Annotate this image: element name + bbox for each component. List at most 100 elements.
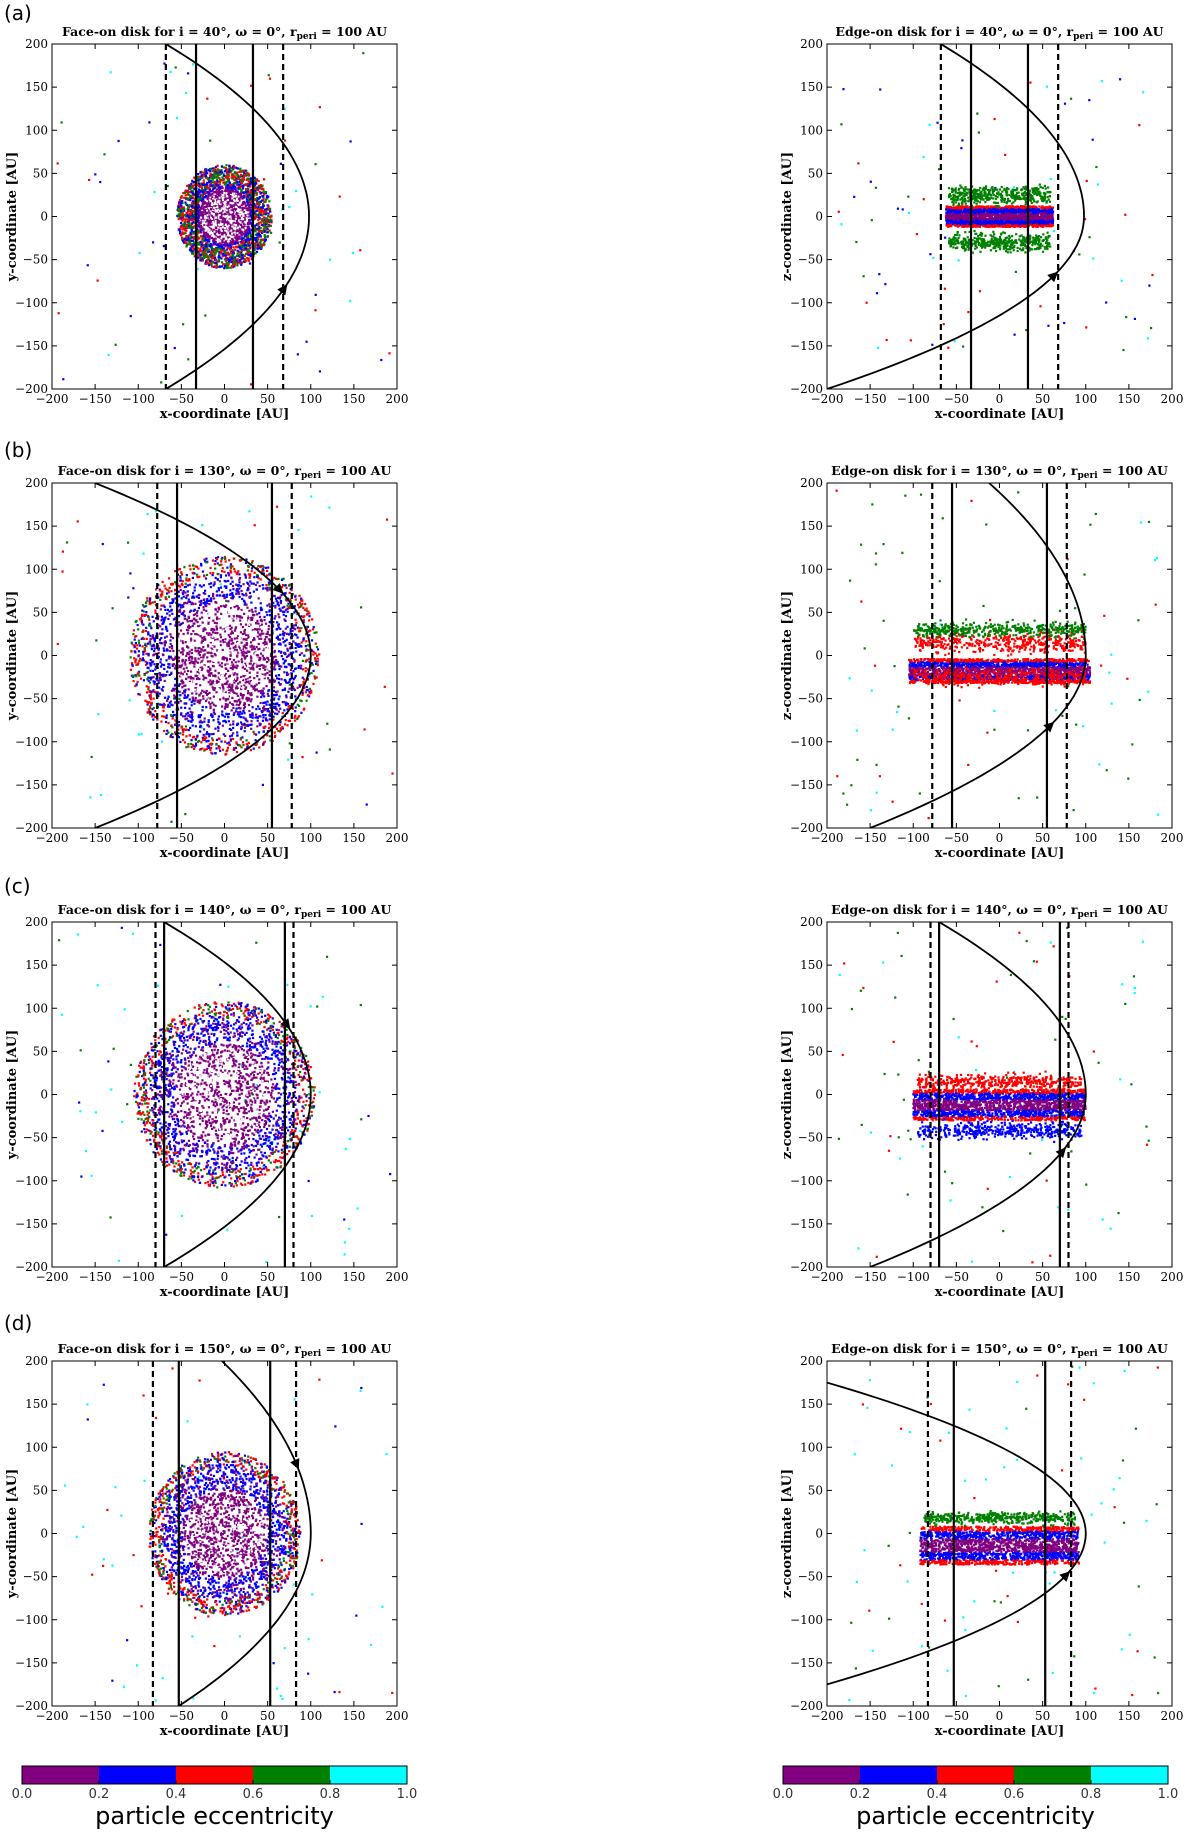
particle-point — [247, 258, 250, 261]
particle-point — [236, 232, 239, 235]
particle-point — [201, 220, 204, 223]
particle-point — [223, 170, 227, 173]
particle-point — [238, 197, 241, 200]
particle-point — [243, 200, 246, 203]
particle-point — [1009, 205, 1012, 208]
particle-point — [950, 207, 954, 210]
particle-point — [225, 221, 228, 224]
particle-point — [205, 185, 209, 188]
particle-point — [981, 222, 985, 225]
particle-point — [201, 259, 204, 262]
particle-point — [205, 200, 208, 203]
particle-point — [138, 251, 141, 255]
particle-point — [236, 167, 240, 170]
particle-point — [200, 256, 203, 260]
particle-point — [1004, 210, 1007, 213]
particle-point — [253, 176, 256, 180]
particle-point — [213, 171, 216, 175]
particle-point — [196, 223, 199, 226]
particle-point — [245, 231, 248, 235]
particle-point — [260, 206, 263, 209]
particle-point — [267, 74, 270, 77]
particle-point — [208, 261, 211, 264]
particle-point — [184, 218, 188, 221]
particle-point — [1031, 223, 1034, 226]
particle-point — [244, 172, 247, 175]
particle-point — [961, 214, 964, 217]
particle-point — [231, 261, 234, 264]
particle-point — [214, 251, 217, 254]
particle-point — [249, 254, 252, 258]
particle-point — [232, 184, 235, 187]
particle-point — [234, 248, 237, 251]
particle-point — [962, 224, 965, 227]
particle-point — [238, 183, 241, 186]
particle-point — [229, 171, 232, 174]
particle-point — [219, 240, 222, 243]
particle-point — [256, 244, 260, 247]
particle-point — [237, 208, 240, 211]
particle-point — [211, 178, 214, 181]
particle-point — [197, 178, 200, 182]
particle-point — [205, 233, 209, 237]
particle-point — [948, 220, 951, 223]
particle-point — [224, 215, 227, 218]
particle-point — [211, 169, 214, 173]
particle-point — [200, 187, 204, 191]
particle-point — [250, 195, 253, 199]
particle-point — [226, 266, 229, 269]
particle-point — [192, 244, 195, 247]
particle-point — [1148, 284, 1151, 287]
particle-point — [235, 177, 238, 180]
particle-point — [188, 212, 191, 216]
particle-point — [225, 168, 228, 171]
particle-point — [928, 123, 931, 126]
particle-point — [244, 259, 247, 263]
particle-point — [231, 254, 234, 257]
particle-point — [964, 216, 967, 219]
particle-point — [993, 211, 996, 215]
particle-point — [240, 232, 243, 235]
particle-point — [266, 219, 269, 222]
particle-point — [869, 180, 872, 183]
particle-point — [205, 187, 208, 190]
particle-point — [193, 241, 196, 244]
particle-point — [1007, 208, 1011, 211]
particle-point — [200, 250, 203, 253]
particle-point — [1031, 217, 1034, 221]
particle-point — [207, 221, 210, 224]
particle-point — [182, 323, 185, 326]
particle-point — [245, 190, 248, 194]
particle-point — [248, 262, 252, 265]
particle-point — [945, 222, 948, 225]
particle-point — [947, 217, 950, 221]
particle-point — [205, 201, 208, 204]
particle-point — [997, 211, 1000, 214]
particle-point — [232, 241, 235, 244]
particle-point — [190, 236, 194, 239]
particle-point — [237, 203, 240, 206]
particle-point — [197, 188, 201, 191]
particle-point — [1047, 324, 1050, 327]
particle-point — [221, 239, 224, 243]
particle-point — [222, 207, 225, 210]
particle-point — [1036, 213, 1040, 216]
particle-point — [208, 196, 211, 199]
particle-point — [978, 217, 982, 221]
particle-point — [253, 198, 256, 202]
particle-point — [221, 265, 224, 268]
particle-point — [202, 172, 205, 175]
particle-point — [954, 207, 957, 210]
particle-point — [208, 199, 211, 202]
particle-point — [227, 260, 230, 263]
particle-point — [205, 245, 208, 248]
particle-point — [296, 353, 299, 356]
particle-point — [227, 192, 230, 196]
particle-point — [182, 192, 185, 195]
particle-point — [207, 248, 210, 251]
particle-point — [1007, 205, 1011, 208]
particle-point — [197, 241, 200, 244]
particle-point — [267, 225, 270, 228]
particle-point — [295, 189, 298, 193]
x-tick-label: −150 — [79, 392, 112, 406]
